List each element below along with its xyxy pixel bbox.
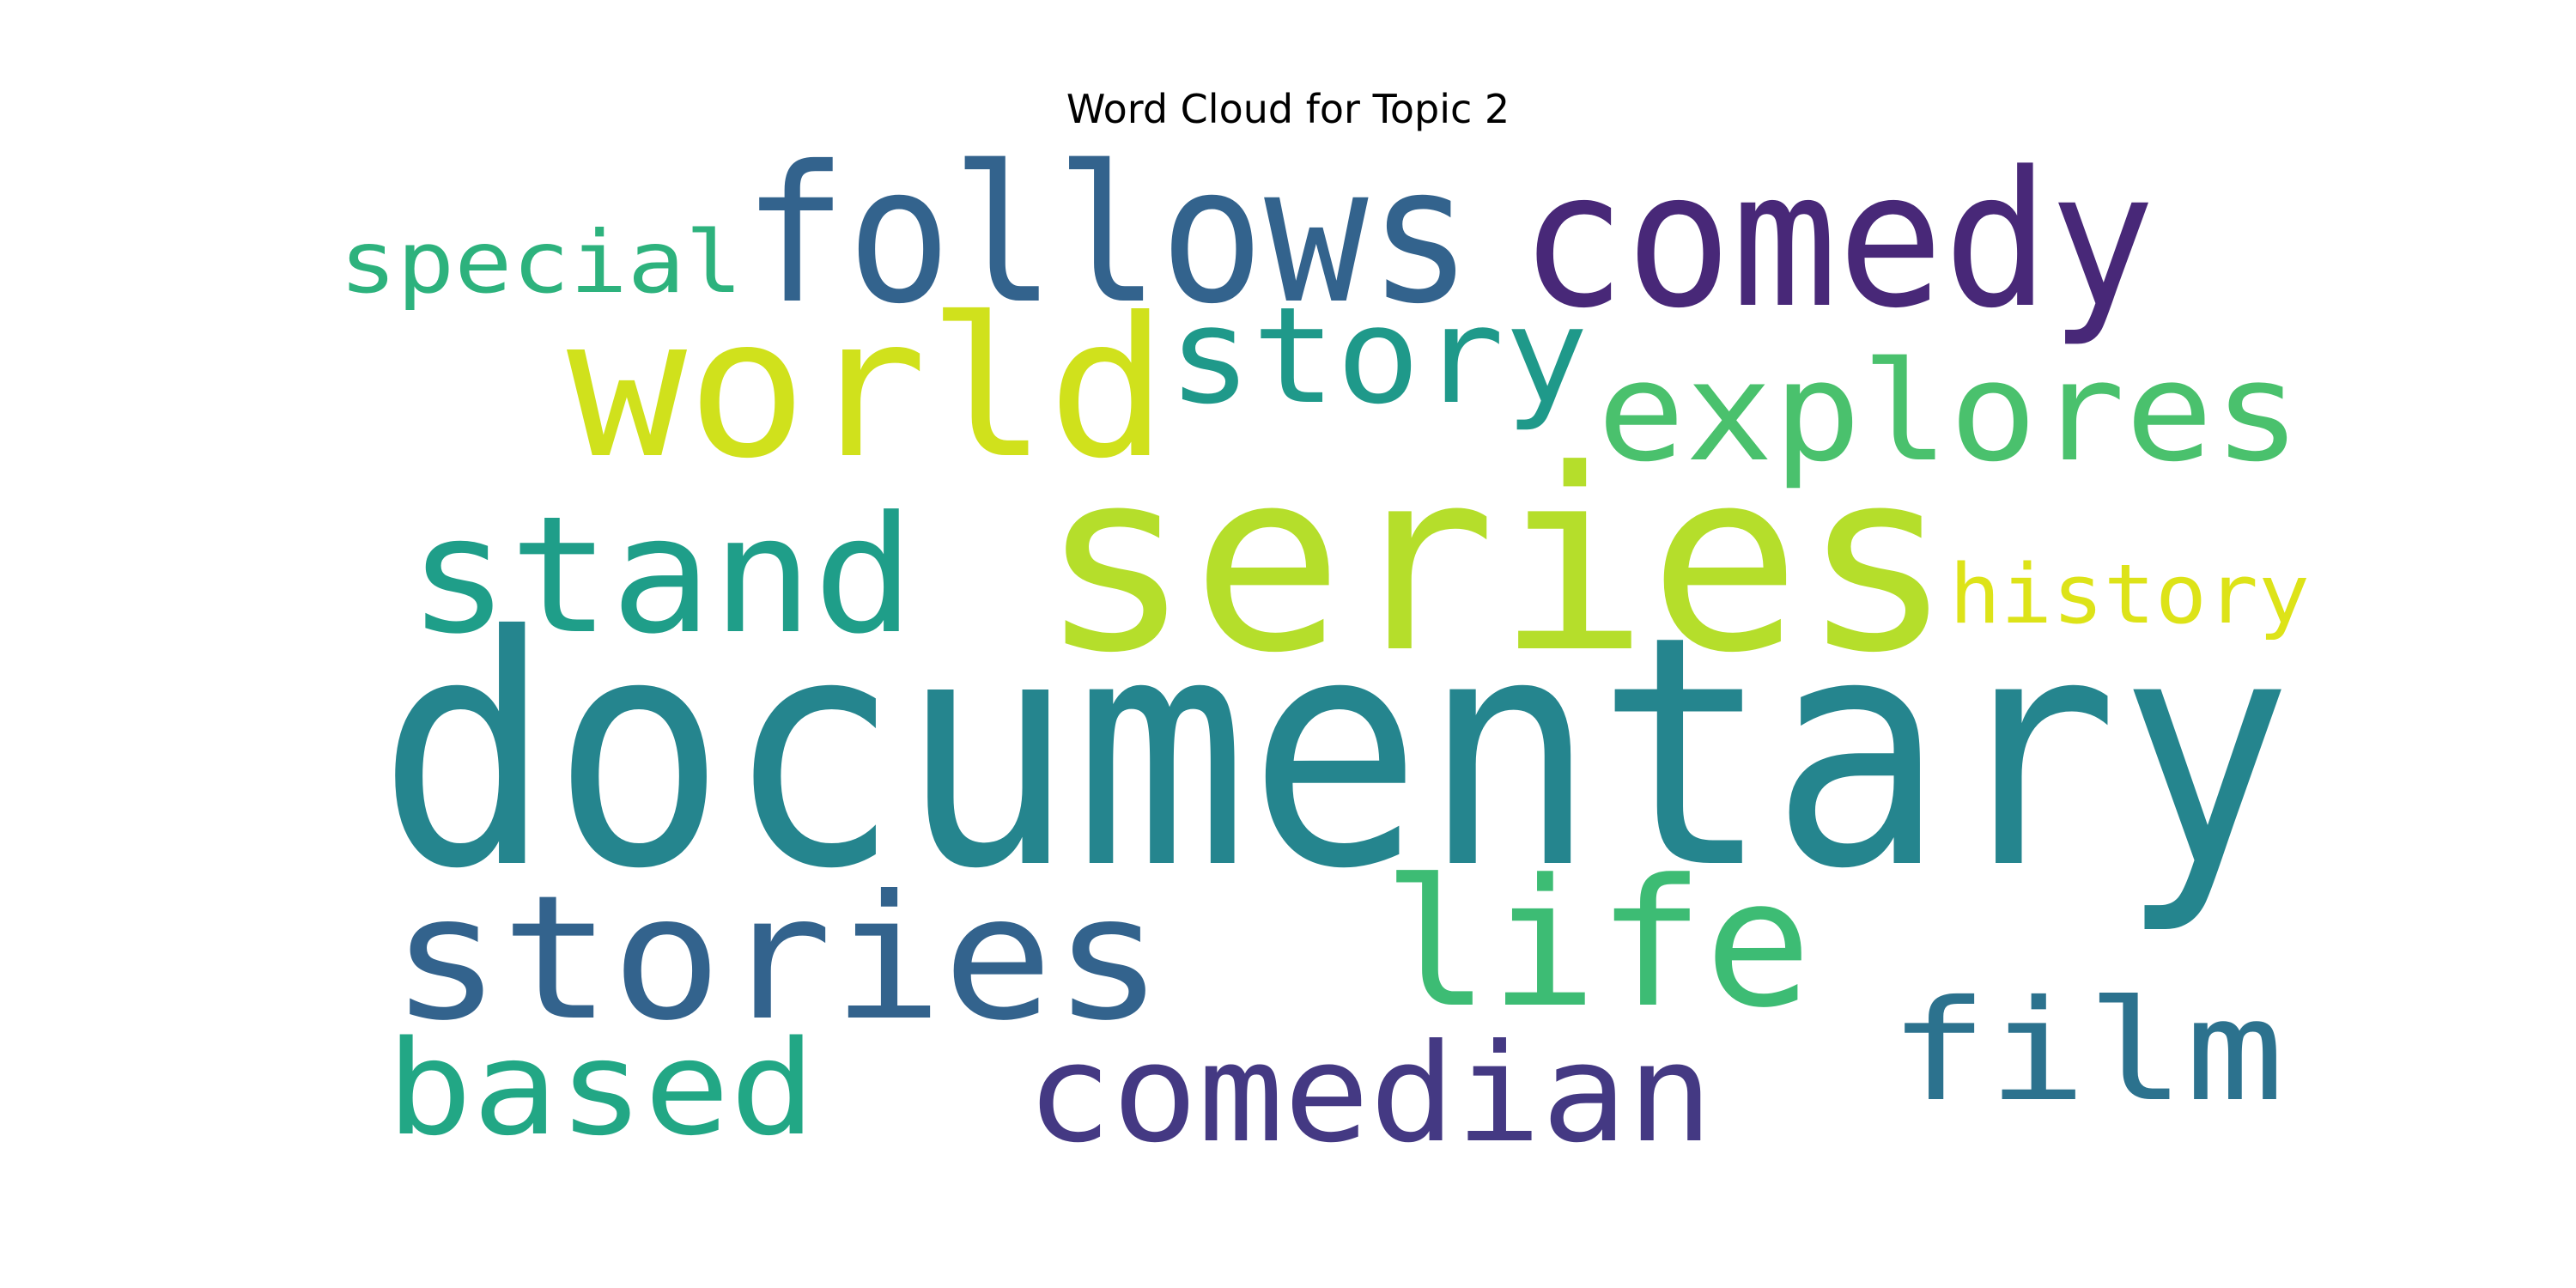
word-film: film	[1889, 971, 2284, 1133]
chart-title: Word Cloud for Topic 2	[1066, 86, 1510, 132]
word-history: history	[1949, 548, 2310, 642]
word-life: life	[1382, 842, 1812, 1047]
word-comedian: comedian	[1026, 1015, 1713, 1173]
word-series: series	[1039, 416, 1953, 708]
word-special: special	[339, 212, 743, 313]
word-based: based	[386, 1012, 816, 1164]
word-stand: stand	[408, 482, 914, 670]
word-explores: explores	[1597, 331, 2301, 492]
word-world: world	[567, 276, 1168, 501]
word-story: story	[1168, 278, 1589, 434]
word-documentary: documentary	[378, 569, 2293, 939]
word-follows: follows	[743, 125, 1473, 345]
word-comedy: comedy	[1520, 132, 2155, 349]
word-stories: stories	[391, 859, 1163, 1059]
